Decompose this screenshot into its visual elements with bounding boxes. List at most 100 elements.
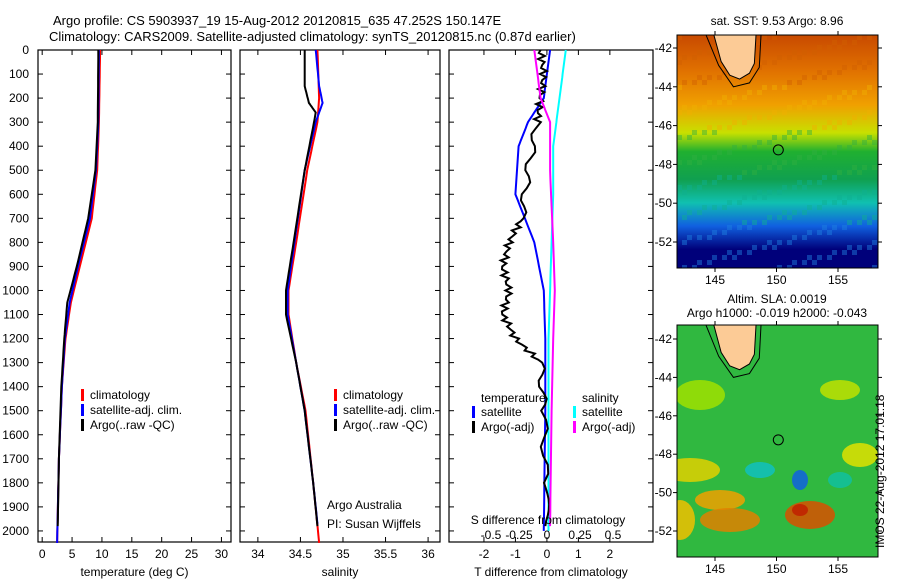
pixel bbox=[867, 245, 872, 250]
sla-blob bbox=[842, 443, 878, 467]
pixel bbox=[852, 90, 857, 95]
pixel bbox=[767, 215, 772, 220]
y-tick-label: 1200 bbox=[2, 332, 29, 346]
pixel bbox=[827, 70, 832, 75]
pixel bbox=[812, 75, 817, 80]
x-tick-label: 35.5 bbox=[374, 547, 398, 561]
pixel bbox=[677, 185, 682, 190]
pixel bbox=[682, 80, 687, 85]
pixel bbox=[742, 95, 747, 100]
pixel bbox=[842, 225, 847, 230]
pixel bbox=[707, 50, 712, 55]
pixel bbox=[827, 120, 832, 125]
legend-label: satellite bbox=[481, 405, 522, 419]
pixel bbox=[727, 175, 732, 180]
x-tick-label: 5 bbox=[69, 547, 76, 561]
pixel bbox=[822, 225, 827, 230]
pixel bbox=[682, 215, 687, 220]
pixel bbox=[737, 225, 742, 230]
legend-label: Argo(..raw -QC) bbox=[343, 418, 428, 432]
pixel bbox=[792, 235, 797, 240]
pixel bbox=[812, 150, 817, 155]
legend-title-salinity: salinity bbox=[582, 391, 619, 405]
pixel bbox=[712, 255, 717, 260]
series-line-s-satellite bbox=[547, 49, 567, 531]
pixel bbox=[697, 260, 702, 265]
legend-swatch bbox=[472, 421, 475, 433]
y-tick-label: 1900 bbox=[2, 500, 29, 514]
pixel bbox=[722, 230, 727, 235]
pixel bbox=[807, 230, 812, 235]
pixel bbox=[677, 35, 682, 40]
pixel bbox=[777, 265, 782, 268]
pixel bbox=[817, 180, 822, 185]
pixel bbox=[867, 220, 872, 225]
pixel bbox=[747, 115, 752, 120]
pixel bbox=[707, 75, 712, 80]
pixel bbox=[762, 35, 767, 40]
pixel bbox=[817, 70, 822, 75]
pixel bbox=[802, 260, 807, 265]
y-tick-label: 2000 bbox=[2, 524, 29, 538]
pixel bbox=[802, 210, 807, 215]
pixel bbox=[777, 215, 782, 220]
pixel bbox=[717, 125, 722, 130]
pixel bbox=[742, 145, 747, 150]
y-tick-label: 1400 bbox=[2, 380, 29, 394]
pixel bbox=[772, 110, 777, 115]
y-tick-label: 1100 bbox=[3, 308, 29, 322]
pixel bbox=[852, 65, 857, 70]
y-tick-label: 300 bbox=[9, 115, 29, 129]
x-tick-label: 0 bbox=[39, 547, 46, 561]
pixel bbox=[727, 125, 732, 130]
pixel bbox=[807, 255, 812, 260]
pixel bbox=[702, 80, 707, 85]
pixel bbox=[832, 250, 837, 255]
pixel bbox=[867, 85, 872, 90]
pixel bbox=[797, 130, 802, 135]
pixel bbox=[682, 240, 687, 245]
pixel bbox=[777, 240, 782, 245]
pixel bbox=[762, 195, 767, 200]
pixel bbox=[792, 185, 797, 190]
x-tick-label: 0 bbox=[544, 547, 551, 561]
lon-tick-label: 145 bbox=[705, 562, 725, 576]
pixel bbox=[852, 140, 857, 145]
y-tick-label: 700 bbox=[9, 211, 29, 225]
pixel bbox=[782, 135, 787, 140]
sla-blob bbox=[792, 470, 808, 490]
x-tick-label: 20 bbox=[155, 547, 169, 561]
x-tick-label: 34 bbox=[251, 547, 265, 561]
pixel bbox=[872, 265, 877, 268]
pixel bbox=[737, 200, 742, 205]
lat-tick-label: -42 bbox=[655, 41, 673, 55]
pixel bbox=[862, 90, 867, 95]
y-tick-label: 900 bbox=[9, 259, 29, 273]
pixel bbox=[677, 85, 682, 90]
y-tick-label: 800 bbox=[9, 235, 29, 249]
pixel bbox=[747, 225, 752, 230]
pixel bbox=[707, 125, 712, 130]
y-tick-label: 100 bbox=[9, 67, 29, 81]
legend-swatch bbox=[334, 419, 337, 431]
pixel bbox=[752, 245, 757, 250]
series-line-s-argo bbox=[533, 49, 556, 527]
pixel bbox=[752, 220, 757, 225]
pixel bbox=[697, 160, 702, 165]
pixel bbox=[857, 195, 862, 200]
y-tick-label: 1000 bbox=[2, 283, 29, 297]
pixel bbox=[797, 155, 802, 160]
legend-label: satellite-adj. clim. bbox=[90, 403, 182, 417]
pixel bbox=[802, 50, 807, 55]
legend-swatch bbox=[81, 404, 84, 416]
pixel bbox=[677, 160, 682, 165]
x-tick-label: 35 bbox=[336, 547, 350, 561]
pixel bbox=[677, 135, 682, 140]
pixel bbox=[737, 175, 742, 180]
pixel bbox=[822, 125, 827, 130]
pixel bbox=[767, 140, 772, 145]
series-line-t-argo bbox=[498, 49, 551, 527]
pixel bbox=[832, 200, 837, 205]
panel-temperature-frame bbox=[37, 49, 232, 543]
pixel bbox=[757, 115, 762, 120]
